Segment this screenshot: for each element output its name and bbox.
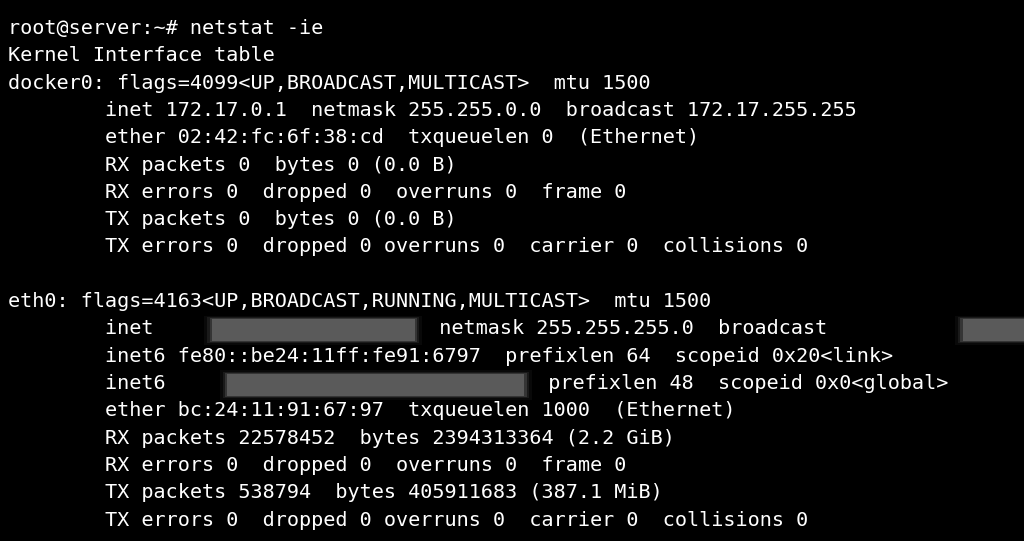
Text: ether bc:24:11:91:67:97  txqueuelen 1000  (Ethernet): ether bc:24:11:91:67:97 txqueuelen 1000 … [8,401,735,420]
Text: root@server:~# netstat -ie: root@server:~# netstat -ie [8,19,324,38]
Bar [961,318,1024,342]
Bar [958,317,1024,344]
Bar [963,319,1024,341]
Text: RX errors 0  dropped 0  overruns 0  frame 0: RX errors 0 dropped 0 overruns 0 frame 0 [8,183,627,202]
Text: TX errors 0  dropped 0 overruns 0  carrier 0  collisions 0: TX errors 0 dropped 0 overruns 0 carrier… [8,237,808,256]
Text: ####:####:####:####: ####:####:####:#### [227,374,458,393]
Text: inet: inet [8,319,166,339]
Text: RX packets 0  bytes 0 (0.0 B): RX packets 0 bytes 0 (0.0 B) [8,156,457,175]
Text: docker0: flags=4099<UP,BROADCAST,MULTICAST>  mtu 1500: docker0: flags=4099<UP,BROADCAST,MULTICA… [8,74,651,93]
Text: RX packets 22578452  bytes 2394313364 (2.2 GiB): RX packets 22578452 bytes 2394313364 (2.… [8,429,675,448]
Text: Kernel Interface table: Kernel Interface table [8,47,274,65]
Bar [220,371,531,400]
Bar [205,316,422,345]
Text: TX errors 0  dropped 0 overruns 0  carrier 0  collisions 0: TX errors 0 dropped 0 overruns 0 carrier… [8,511,808,530]
Bar [227,374,524,396]
Bar [225,373,526,397]
Text: prefixlen 48  scopeid 0x0<global>: prefixlen 48 scopeid 0x0<global> [524,374,949,393]
Text: eth0: flags=4163<UP,BROADCAST,RUNNING,MULTICAST>  mtu 1500: eth0: flags=4163<UP,BROADCAST,RUNNING,MU… [8,292,712,311]
Bar [208,317,419,344]
Text: inet6: inet6 [8,374,178,393]
Bar [212,319,415,341]
Text: inet 172.17.0.1  netmask 255.255.0.0  broadcast 172.17.255.255: inet 172.17.0.1 netmask 255.255.0.0 broa… [8,101,857,120]
Text: TX packets 0  bytes 0 (0.0 B): TX packets 0 bytes 0 (0.0 B) [8,210,457,229]
Text: TX packets 538794  bytes 405911683 (387.1 MiB): TX packets 538794 bytes 405911683 (387.1… [8,484,663,503]
Text: ether 02:42:fc:6f:38:cd  txqueuelen 0  (Ethernet): ether 02:42:fc:6f:38:cd txqueuelen 0 (Et… [8,128,699,147]
Text: ##.##.###.###: ##.##.###.### [212,319,370,339]
Bar [210,318,417,342]
Text: ##.##.###.###: ##.##.###.### [963,319,1024,339]
Text: netmask 255.255.255.0  broadcast: netmask 255.255.255.0 broadcast [415,319,840,339]
Bar [955,316,1024,345]
Bar [223,372,528,398]
Text: inet6 fe80::be24:11ff:fe91:6797  prefixlen 64  scopeid 0x20<link>: inet6 fe80::be24:11ff:fe91:6797 prefixle… [8,347,893,366]
Text: RX errors 0  dropped 0  overruns 0  frame 0: RX errors 0 dropped 0 overruns 0 frame 0 [8,456,627,475]
